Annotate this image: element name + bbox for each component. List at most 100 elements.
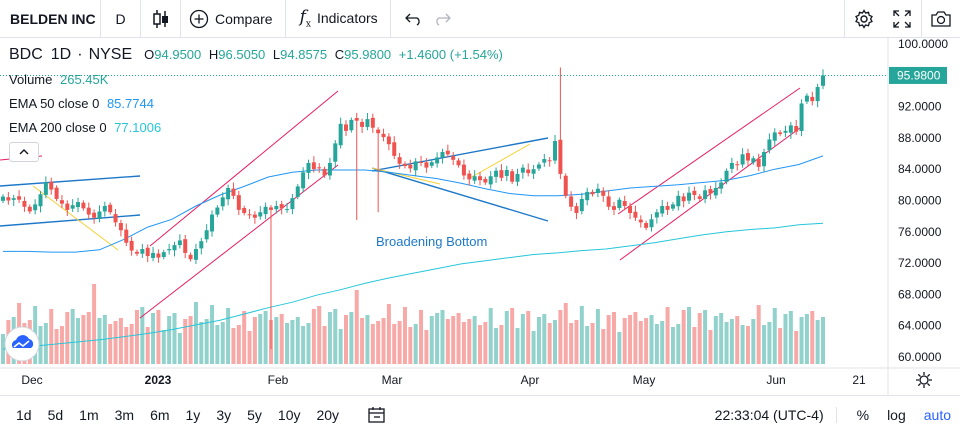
volume-bar — [354, 290, 359, 364]
range-button-10y[interactable]: 10y — [277, 406, 301, 423]
candle — [611, 201, 616, 216]
legend-symbol[interactable]: BDC — [9, 46, 43, 63]
candle — [670, 202, 675, 211]
volume-bar — [161, 330, 166, 364]
price-tick-label: 84.0000 — [898, 162, 942, 176]
volume-bar — [665, 307, 670, 364]
candles-icon[interactable] — [152, 9, 170, 29]
ema200-legend[interactable]: EMA 200 close 0 77.1006 — [9, 120, 161, 135]
ema50-value: 85.7744 — [106, 96, 154, 111]
volume-bar — [140, 307, 145, 364]
volume-bar — [483, 322, 488, 364]
candle — [520, 164, 525, 179]
volume-bar — [579, 306, 584, 364]
indicators-button[interactable]: fx Indicators — [286, 7, 390, 29]
ema-50-line — [3, 155, 824, 253]
volume-bar — [226, 308, 231, 364]
volume-bar — [381, 318, 386, 364]
candle — [38, 190, 43, 213]
volume-bar — [360, 318, 365, 364]
volume-bars — [1, 284, 825, 364]
candle — [76, 197, 81, 213]
candle — [118, 219, 123, 237]
range-button-1y[interactable]: 1y — [185, 406, 201, 423]
candle — [17, 190, 22, 204]
candle — [113, 208, 118, 227]
time-tick-label: 2023 — [145, 373, 172, 387]
candle — [595, 183, 600, 198]
candle — [279, 200, 284, 215]
range-button-1d[interactable]: 1d — [16, 406, 32, 423]
scale-settings-icon — [916, 372, 932, 388]
indicators-section[interactable]: fx Indicators — [286, 0, 391, 38]
volume-bar — [183, 319, 188, 364]
camera-icon[interactable] — [921, 0, 960, 38]
volume-bar — [778, 328, 783, 364]
price-chart[interactable]: Broadening Bottom 100.000096.000092.0000… — [0, 38, 960, 395]
candle — [108, 202, 113, 215]
bottom-toolbar: 1d 5d 1m 3m 6m 1y 3y 5y 10y 20y 22:33:04 (UTC-4) … — [0, 395, 960, 433]
candle — [783, 125, 788, 137]
undo-icon[interactable] — [404, 12, 423, 26]
symbol-name[interactable]: BELDEN INC — [10, 10, 96, 27]
compare-button[interactable]: Compare — [181, 9, 285, 29]
candle — [729, 157, 734, 174]
range-button-6m[interactable]: 6m — [150, 406, 170, 423]
range-button-20y[interactable]: 20y — [316, 406, 340, 423]
interval-button[interactable]: D — [115, 10, 126, 27]
volume-bar — [488, 308, 493, 364]
volume-bar — [108, 324, 113, 364]
log-toggle[interactable]: log — [887, 407, 906, 423]
chart-type-section[interactable] — [141, 0, 181, 38]
price-tick-label: 72.0000 — [898, 256, 942, 270]
range-button-1m[interactable]: 1m — [79, 406, 99, 423]
symbol-section[interactable]: BELDEN INC — [0, 0, 101, 38]
candle — [327, 157, 332, 180]
volume-bar — [740, 325, 745, 364]
candle — [413, 158, 418, 177]
time-tick-label: 21 — [852, 373, 866, 387]
candle — [633, 205, 638, 222]
bottom-right: 22:33:04 (UTC-4) % log auto — [706, 396, 960, 434]
fullscreen-icon[interactable] — [883, 0, 921, 38]
volume-bar — [252, 317, 257, 364]
redo-icon[interactable] — [433, 12, 451, 26]
compare-section[interactable]: Compare — [181, 0, 286, 38]
candle — [134, 249, 139, 257]
candle — [258, 206, 263, 220]
interval-section[interactable]: D — [101, 0, 141, 38]
volume-bar — [49, 309, 54, 364]
percent-toggle[interactable]: % — [856, 407, 870, 423]
volume-bar — [97, 318, 102, 364]
collapse-legend-button[interactable] — [9, 142, 39, 162]
settings-gear-icon[interactable] — [844, 0, 883, 38]
last-price-badge: 95.9800 — [889, 66, 947, 84]
candle — [268, 205, 273, 350]
candle — [483, 176, 488, 185]
candle — [199, 237, 204, 255]
range-button-5y[interactable]: 5y — [247, 406, 262, 423]
candle — [97, 205, 102, 223]
volume-legend[interactable]: Volume 265.45K — [9, 72, 108, 87]
auto-toggle[interactable]: auto — [923, 407, 951, 423]
candle — [638, 215, 643, 228]
volume-bar — [413, 324, 418, 364]
range-button-5d[interactable]: 5d — [47, 406, 64, 423]
ema200-path — [2, 222, 824, 350]
candle — [804, 93, 809, 104]
candle — [11, 194, 16, 206]
candle — [338, 117, 343, 149]
range-button-3m[interactable]: 3m — [114, 406, 135, 423]
volume-value: 265.45K — [60, 72, 109, 87]
candle — [697, 193, 702, 202]
undo-redo — [391, 12, 451, 26]
change-value: +1.4600 (+1.54%) — [398, 47, 503, 62]
candle — [751, 155, 756, 165]
calendar-range-icon[interactable] — [367, 406, 387, 424]
ema50-legend[interactable]: EMA 50 close 0 85.7744 — [9, 96, 154, 111]
ema200-value: 77.1006 — [114, 120, 162, 135]
volume-bar — [156, 310, 161, 364]
candle — [419, 155, 424, 167]
candle — [161, 249, 166, 260]
range-button-3y[interactable]: 3y — [216, 406, 232, 423]
